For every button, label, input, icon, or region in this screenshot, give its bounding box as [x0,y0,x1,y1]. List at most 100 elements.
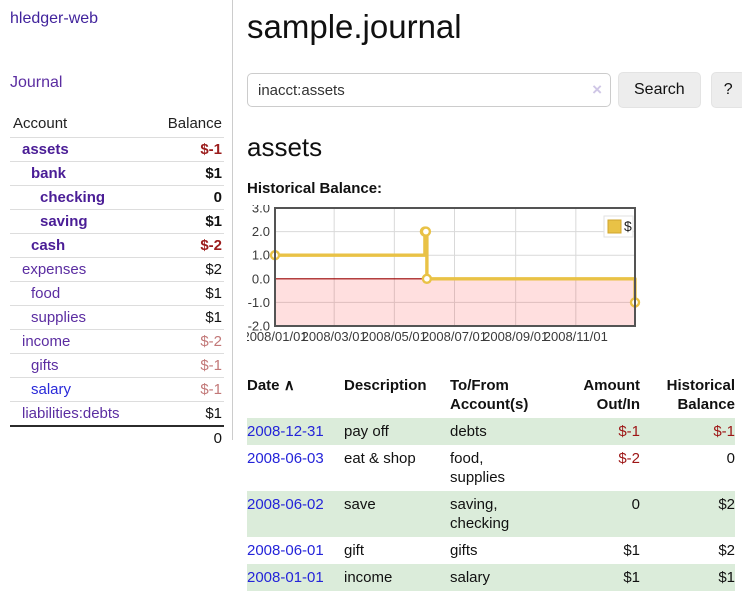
account-row: assets $-1 [10,137,224,162]
app-title: hledger-web [10,10,224,28]
transaction-date-link[interactable]: 2008-06-02 [247,496,324,513]
account-row: income $-2 [10,329,224,354]
account-link-expenses[interactable]: expenses [22,261,87,278]
search-input[interactable] [247,73,611,107]
journal-link[interactable]: Journal [10,74,63,91]
sidebar: hledger-web Journal Account Balance asse… [0,0,233,450]
transaction-amount: $-2 [618,450,640,467]
register-table: Date ∧ Description To/From Account(s) Am… [247,372,735,591]
register-header-row: Date ∧ Description To/From Account(s) Am… [247,372,735,418]
accounts-header: Account Balance [10,112,224,138]
svg-text:1.0: 1.0 [252,248,270,263]
svg-text:2008/03/01: 2008/03/01 [302,329,367,344]
clear-search-icon[interactable]: × [592,80,602,99]
account-link-bank[interactable]: bank [31,165,67,182]
account-link-salary[interactable]: salary [31,381,72,398]
transaction-date-link[interactable]: 2008-06-01 [247,542,324,559]
svg-text:3.0: 3.0 [252,205,270,216]
transaction-accounts: saving, checking [450,491,550,537]
account-row: cash $-2 [10,233,224,258]
transaction-accounts: food, supplies [450,450,506,486]
transaction-balance: $-1 [640,418,735,445]
accounts-total-balance: 0 [148,425,224,450]
register-col-balance: Historical Balance [666,377,735,413]
account-link-saving[interactable]: saving [40,213,88,230]
transaction-balance: $2 [640,491,735,537]
account-link-gifts[interactable]: gifts [31,357,59,374]
account-balance: 0 [148,185,224,210]
transaction-amount: $-1 [550,418,640,445]
register-row: 2008-06-03 eat & shop food, supplies $-2… [247,445,735,491]
transaction-date-link[interactable]: 2008-01-01 [247,569,324,586]
register-row: 2008-06-02 save saving, checking 0 $2 [247,491,735,537]
account-balance: $1 [148,305,224,330]
transaction-description: income [344,564,450,591]
svg-text:-1.0: -1.0 [248,295,270,310]
accounts-table: Account Balance assets $-1 bank $1 check… [10,112,224,450]
transaction-date-link[interactable]: 2008-12-31 [247,423,324,440]
transaction-balance: 0 [726,450,735,467]
svg-text:2008/07/01: 2008/07/01 [422,329,487,344]
account-row: liabilities:debts $1 [10,401,224,426]
account-row: saving $1 [10,209,224,234]
account-balance: $2 [148,257,224,282]
page-title: sample.journal [247,8,462,45]
svg-text:0.0: 0.0 [252,271,270,286]
transaction-amount: 0 [550,491,640,537]
account-balance: $-1 [148,137,224,162]
accounts-total-row: 0 [10,425,224,450]
account-link-income[interactable]: income [22,333,71,350]
transaction-balance: $2 [718,542,735,559]
search-button[interactable]: Search [618,72,701,108]
transaction-description: eat & shop [344,450,416,467]
account-link-cash[interactable]: cash [31,237,66,254]
historical-balance-chart[interactable]: 3.0 2.0 1.0 0.0 -1.0 -2.0 2008/01/01 2008/03/01… [242,201,742,352]
transaction-description: gift [344,542,365,559]
transaction-balance: $1 [640,564,735,591]
transaction-date-link[interactable]: 2008-06-03 [247,450,324,467]
account-row: supplies $1 [10,305,224,330]
transaction-accounts: gifts [450,542,478,559]
account-balance: $-1 [148,377,224,402]
svg-text:2008/01/01: 2008/01/01 [247,329,308,344]
sort-ascending-icon: ∧ [283,377,295,394]
account-link-assets[interactable]: assets [22,141,69,158]
account-balance: $1 [148,401,224,426]
register-row: 2008-12-31 pay off debts $-1 $-1 [247,418,735,445]
transaction-description: pay off [344,418,450,445]
account-row: checking 0 [10,185,224,210]
account-row: expenses $2 [10,257,224,282]
register-col-amount: Amount Out/In [583,377,640,413]
transaction-amount: $1 [623,542,640,559]
main-content: sample.journal × Search ? assets Histori… [233,0,742,591]
account-balance: $1 [148,161,224,186]
account-balance: $1 [148,281,224,306]
accounts-col-account: Account [13,115,68,132]
register-col-description: Description [344,377,427,394]
sidebar-item-journal: Journal [10,74,224,92]
transaction-description: save [344,491,450,537]
account-link-supplies[interactable]: supplies [31,309,87,326]
svg-text:2008/05/01: 2008/05/01 [362,329,427,344]
account-link-checking[interactable]: checking [40,189,106,206]
search-form: × Search ? [247,72,742,108]
account-balance: $1 [148,209,224,234]
account-balance: $-2 [148,233,224,258]
svg-text:2008/09/01: 2008/09/01 [483,329,548,344]
transaction-accounts: debts [450,418,550,445]
svg-text:2.0: 2.0 [252,224,270,239]
account-row: bank $1 [10,161,224,186]
svg-text:-2.0: -2.0 [248,319,270,334]
account-row: food $1 [10,281,224,306]
account-link-liabilities-debts[interactable]: liabilities:debts [22,405,120,422]
register-row: 2008-06-01 gift gifts $1 $2 [247,537,735,564]
chart-title: Historical Balance: [247,180,383,197]
help-button[interactable]: ? [710,72,742,108]
account-row: gifts $-1 [10,353,224,378]
svg-text:2008/11/01: 2008/11/01 [544,329,608,344]
register-col-date: Date ∧ [247,377,295,394]
account-link-food[interactable]: food [31,285,61,302]
app-title-link[interactable]: hledger-web [10,10,99,27]
historical-balance-chart-svg: 3.0 2.0 1.0 0.0 -1.0 -2.02008/01/012008/03/01… [242,201,641,344]
